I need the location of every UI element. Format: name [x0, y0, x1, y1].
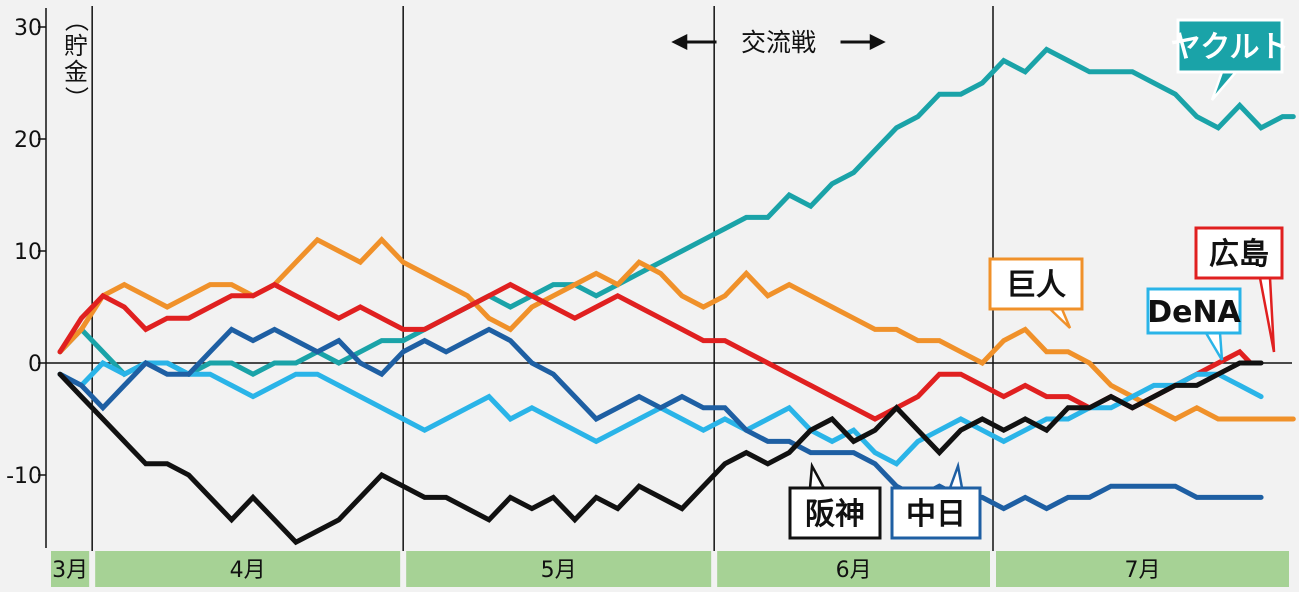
series-line — [57, 326, 1264, 512]
y-tick-label: -10 — [6, 464, 42, 489]
series-label-text: ヤクルト — [1170, 30, 1289, 65]
series-label-text: 巨人 — [1006, 268, 1066, 303]
label-box — [890, 486, 982, 540]
month-cell — [406, 551, 712, 587]
y-axis-label-char: 金 — [64, 58, 88, 86]
y-axis-label-char: ） — [62, 86, 90, 110]
label-pointer — [1046, 307, 1072, 329]
label-box — [788, 486, 882, 540]
series-label: 阪神 — [788, 461, 882, 540]
label-box — [1146, 287, 1242, 335]
label-box — [1176, 18, 1284, 74]
series-line — [57, 360, 1264, 546]
label-pointer — [808, 461, 827, 490]
series-label-text: DeNA — [1147, 295, 1241, 330]
chart-grid — [46, 6, 1292, 551]
series-label: ヤクルト — [1170, 18, 1290, 101]
label-box — [1194, 226, 1284, 280]
y-tick-label: 0 — [28, 352, 42, 377]
y-tick-label: 10 — [14, 240, 42, 265]
y-axis: 30 20 10 0 -10 （貯金） — [6, 8, 90, 548]
series-label: 広島 — [1194, 226, 1284, 353]
series-line — [57, 46, 1296, 378]
series-line — [57, 359, 1264, 467]
month-cell — [996, 551, 1289, 587]
annotation-label: 交流戦 — [741, 28, 816, 57]
y-axis-label-char: 貯 — [64, 32, 88, 60]
month-label: 4月 — [230, 558, 266, 583]
month-label: 3月 — [52, 558, 88, 583]
arrow-right-head — [869, 34, 886, 50]
month-cell — [717, 551, 990, 587]
month-cell — [95, 551, 401, 587]
series-line — [57, 281, 1253, 422]
month-label: 5月 — [541, 558, 577, 583]
label-pointer — [948, 461, 964, 490]
label-pointer — [1210, 70, 1239, 101]
series-lines — [57, 46, 1296, 546]
y-axis-label: （貯金） — [62, 8, 90, 110]
y-tick-label: 20 — [14, 128, 42, 153]
y-axis-label-char: （ — [62, 8, 90, 32]
series-label-text: 広島 — [1209, 237, 1269, 272]
label-pointer — [1203, 331, 1224, 361]
y-tick-label: 30 — [14, 16, 42, 41]
label-pointer — [1258, 276, 1276, 353]
series-label-text: 阪神 — [805, 497, 865, 532]
series-label: 中日 — [890, 461, 982, 540]
month-bar: 3月 4月 5月 6月 7月 — [51, 551, 1289, 587]
label-box — [988, 257, 1084, 311]
series-label-text: 中日 — [906, 497, 966, 532]
series-label: 巨人 — [988, 257, 1084, 329]
arrow-left-head — [671, 34, 688, 50]
month-label: 7月 — [1125, 558, 1161, 583]
interleague-annotation: 交流戦 — [671, 28, 886, 57]
month-label: 6月 — [836, 558, 872, 583]
month-cell — [51, 551, 90, 587]
series-label: DeNA — [1146, 287, 1242, 361]
